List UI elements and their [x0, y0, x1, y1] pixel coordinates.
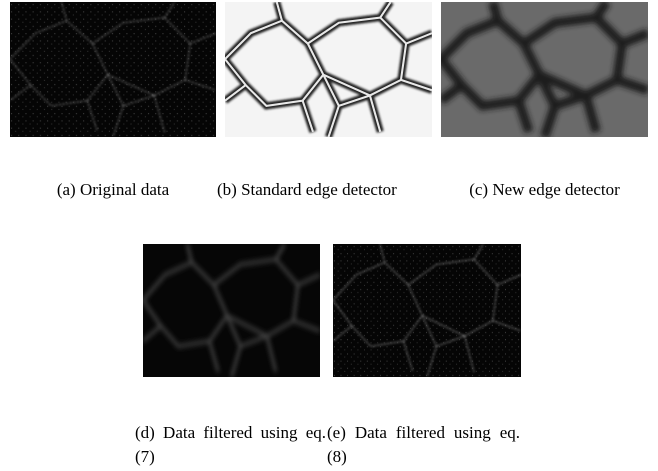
image-standard-edge [225, 2, 432, 137]
caption: (a) Original data [10, 178, 216, 202]
caption: (e) Data filtered using eq.(8) [327, 421, 520, 469]
image-filtered-eq7 [143, 244, 320, 377]
caption: (c) New edge detector [441, 178, 648, 202]
image-filtered-eq8 [333, 244, 521, 377]
caption: (d) Data filtered using eq.(7) [135, 421, 326, 469]
image-original [10, 2, 216, 137]
image-new-edge [441, 2, 648, 137]
page: (a) Original data (b) Standard edge dete… [0, 0, 658, 471]
caption: (b) Standard edge detec­tor [217, 178, 433, 202]
